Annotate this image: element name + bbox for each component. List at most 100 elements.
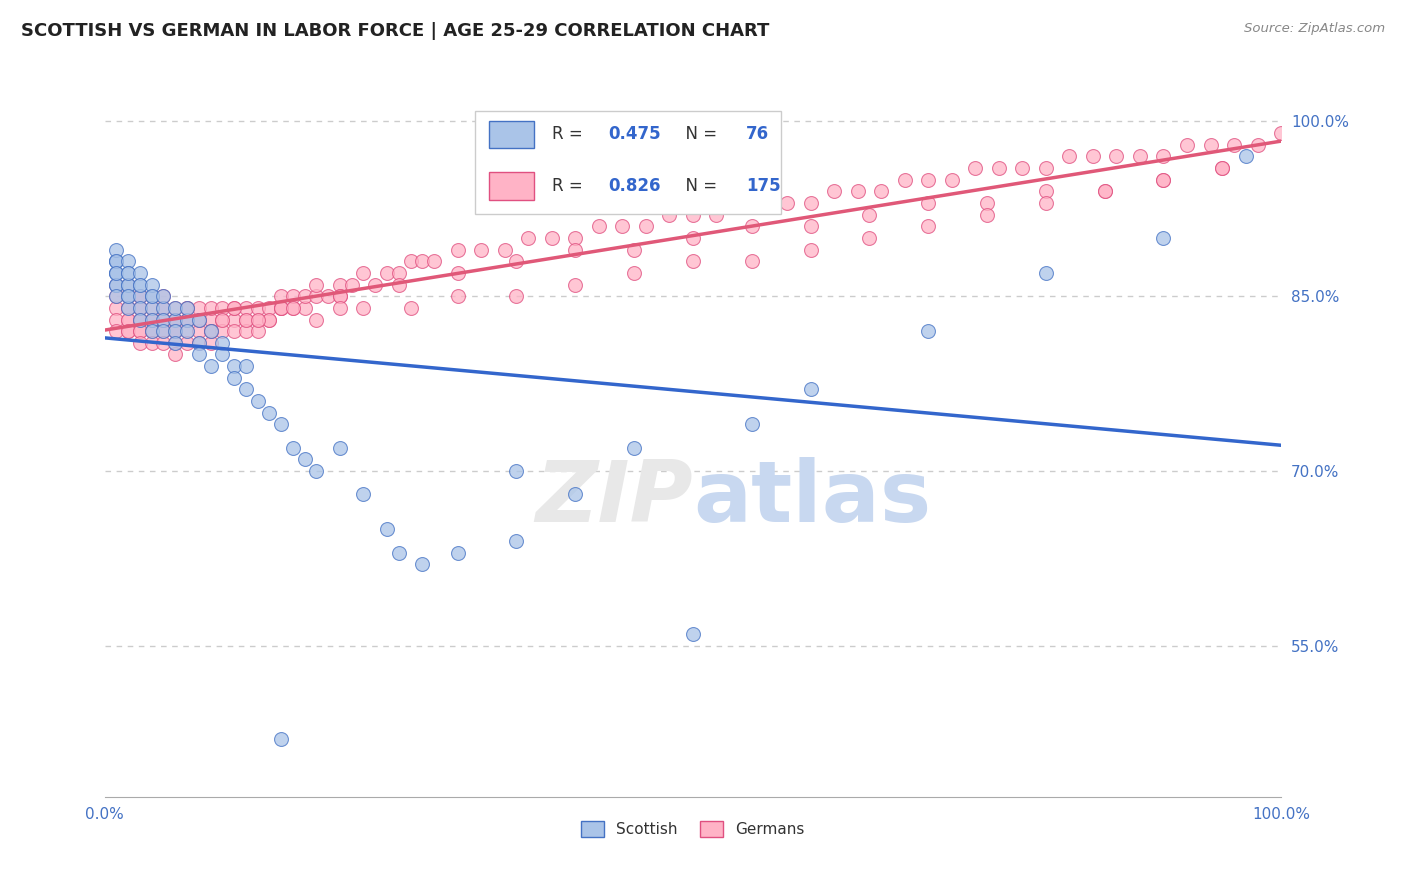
Point [152, 312, 174, 326]
Point [105, 277, 128, 292]
Point [211, 312, 233, 326]
Point [176, 324, 198, 338]
Point [105, 266, 128, 280]
Point [152, 301, 174, 315]
Point [446, 266, 468, 280]
Point [117, 289, 139, 303]
Point [141, 301, 163, 315]
Point [246, 301, 269, 315]
Point [176, 312, 198, 326]
Point [129, 266, 152, 280]
Point [741, 219, 763, 234]
Point [105, 289, 128, 303]
Point [976, 208, 998, 222]
Point [1152, 149, 1174, 163]
Point [141, 324, 163, 338]
Point [305, 289, 328, 303]
Point [270, 301, 292, 315]
Point [1152, 231, 1174, 245]
Point [117, 301, 139, 315]
Point [1035, 266, 1057, 280]
Point [1035, 196, 1057, 211]
Point [446, 289, 468, 303]
Point [129, 312, 152, 326]
Text: Source: ZipAtlas.com: Source: ZipAtlas.com [1244, 22, 1385, 36]
Point [375, 522, 398, 536]
Point [517, 231, 540, 245]
Point [329, 441, 352, 455]
Point [1129, 149, 1152, 163]
Point [141, 312, 163, 326]
Point [152, 312, 174, 326]
Point [1094, 184, 1116, 198]
Point [200, 359, 222, 373]
Text: R =: R = [551, 126, 588, 144]
Point [399, 301, 422, 315]
Point [141, 289, 163, 303]
Point [917, 196, 939, 211]
Point [294, 452, 316, 467]
Point [222, 359, 245, 373]
Point [152, 301, 174, 315]
Point [165, 301, 187, 315]
Point [682, 231, 704, 245]
Point [353, 301, 375, 315]
Point [281, 301, 304, 315]
Point [329, 289, 352, 303]
Point [117, 301, 139, 315]
Point [117, 289, 139, 303]
Point [505, 254, 527, 268]
Point [141, 289, 163, 303]
Point [505, 464, 527, 478]
Point [623, 243, 645, 257]
Point [612, 219, 634, 234]
Point [246, 394, 269, 409]
Point [259, 301, 281, 315]
Point [211, 324, 233, 338]
Point [105, 254, 128, 268]
Point [588, 219, 610, 234]
Point [129, 289, 152, 303]
Point [165, 312, 187, 326]
Point [117, 312, 139, 326]
Point [235, 312, 257, 326]
Point [141, 289, 163, 303]
Point [658, 208, 681, 222]
Point [211, 312, 233, 326]
Point [846, 184, 869, 198]
Point [222, 324, 245, 338]
Point [200, 324, 222, 338]
Point [222, 301, 245, 315]
Point [187, 324, 209, 338]
Point [858, 208, 880, 222]
Point [187, 335, 209, 350]
Point [976, 196, 998, 211]
Point [105, 301, 128, 315]
Point [329, 277, 352, 292]
Point [105, 266, 128, 280]
Point [446, 243, 468, 257]
Point [1081, 149, 1104, 163]
Point [411, 558, 433, 572]
Point [141, 277, 163, 292]
Point [165, 347, 187, 361]
Point [1011, 161, 1033, 175]
Point [1211, 161, 1233, 175]
Point [152, 289, 174, 303]
Text: 0.826: 0.826 [609, 177, 661, 195]
FancyBboxPatch shape [489, 121, 534, 148]
Point [1199, 137, 1222, 152]
FancyBboxPatch shape [489, 172, 534, 200]
Point [340, 277, 363, 292]
Point [152, 324, 174, 338]
Point [235, 383, 257, 397]
Point [235, 301, 257, 315]
FancyBboxPatch shape [475, 112, 782, 214]
Point [200, 324, 222, 338]
Point [176, 301, 198, 315]
Point [187, 301, 209, 315]
Point [129, 277, 152, 292]
Point [152, 335, 174, 350]
Point [1246, 137, 1268, 152]
Point [200, 312, 222, 326]
